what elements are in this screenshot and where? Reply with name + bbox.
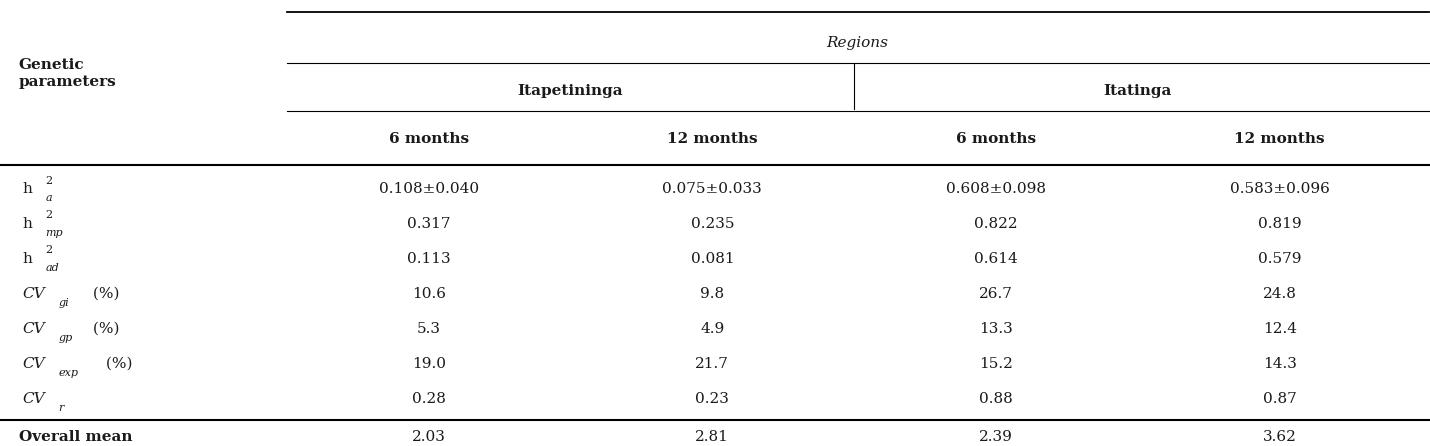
Text: 26.7: 26.7 bbox=[980, 287, 1012, 301]
Text: (%): (%) bbox=[102, 357, 133, 371]
Text: 2: 2 bbox=[46, 245, 53, 256]
Text: 9.8: 9.8 bbox=[701, 287, 725, 301]
Text: h: h bbox=[23, 252, 33, 266]
Text: 10.6: 10.6 bbox=[412, 287, 446, 301]
Text: CV: CV bbox=[23, 392, 46, 406]
Text: 0.822: 0.822 bbox=[974, 217, 1018, 231]
Text: 24.8: 24.8 bbox=[1263, 287, 1297, 301]
Text: (%): (%) bbox=[89, 287, 120, 301]
Text: 2: 2 bbox=[46, 176, 53, 186]
Text: 0.075±0.033: 0.075±0.033 bbox=[662, 182, 762, 196]
Text: 0.317: 0.317 bbox=[408, 217, 450, 231]
Text: 0.614: 0.614 bbox=[974, 252, 1018, 266]
Text: 0.608±0.098: 0.608±0.098 bbox=[947, 182, 1045, 196]
Text: 12 months: 12 months bbox=[666, 132, 758, 146]
Text: gp: gp bbox=[59, 333, 73, 343]
Text: CV: CV bbox=[23, 322, 46, 336]
Text: 0.23: 0.23 bbox=[695, 392, 729, 406]
Text: Itatinga: Itatinga bbox=[1104, 84, 1173, 98]
Text: 0.113: 0.113 bbox=[408, 252, 450, 266]
Text: Itapetininga: Itapetininga bbox=[518, 84, 623, 98]
Text: 6 months: 6 months bbox=[955, 132, 1037, 146]
Text: (%): (%) bbox=[89, 322, 120, 336]
Text: CV: CV bbox=[23, 287, 46, 301]
Text: exp: exp bbox=[59, 368, 79, 378]
Text: 0.28: 0.28 bbox=[412, 392, 446, 406]
Text: r: r bbox=[59, 403, 64, 413]
Text: 4.9: 4.9 bbox=[701, 322, 725, 336]
Text: 0.87: 0.87 bbox=[1263, 392, 1297, 406]
Text: 2.39: 2.39 bbox=[980, 430, 1012, 444]
Text: Overall mean: Overall mean bbox=[19, 430, 132, 444]
Text: 0.235: 0.235 bbox=[691, 217, 734, 231]
Text: 0.583±0.096: 0.583±0.096 bbox=[1230, 182, 1330, 196]
Text: CV: CV bbox=[23, 357, 46, 371]
Text: a: a bbox=[46, 193, 53, 203]
Text: 14.3: 14.3 bbox=[1263, 357, 1297, 371]
Text: h: h bbox=[23, 217, 33, 231]
Text: 2.03: 2.03 bbox=[412, 430, 446, 444]
Text: 12.4: 12.4 bbox=[1263, 322, 1297, 336]
Text: mp: mp bbox=[46, 228, 63, 238]
Text: 21.7: 21.7 bbox=[695, 357, 729, 371]
Text: 0.081: 0.081 bbox=[691, 252, 734, 266]
Text: 0.579: 0.579 bbox=[1258, 252, 1301, 266]
Text: 15.2: 15.2 bbox=[980, 357, 1012, 371]
Text: Regions: Regions bbox=[827, 36, 888, 50]
Text: ad: ad bbox=[46, 263, 60, 273]
Text: 12 months: 12 months bbox=[1234, 132, 1326, 146]
Text: gi: gi bbox=[59, 298, 69, 308]
Text: 0.819: 0.819 bbox=[1258, 217, 1301, 231]
Text: Genetic
parameters: Genetic parameters bbox=[19, 58, 116, 89]
Text: 13.3: 13.3 bbox=[980, 322, 1012, 336]
Text: 6 months: 6 months bbox=[389, 132, 469, 146]
Text: 2: 2 bbox=[46, 211, 53, 220]
Text: 2.81: 2.81 bbox=[695, 430, 729, 444]
Text: 0.88: 0.88 bbox=[980, 392, 1012, 406]
Text: 19.0: 19.0 bbox=[412, 357, 446, 371]
Text: 0.108±0.040: 0.108±0.040 bbox=[379, 182, 479, 196]
Text: h: h bbox=[23, 182, 33, 196]
Text: 3.62: 3.62 bbox=[1263, 430, 1297, 444]
Text: 5.3: 5.3 bbox=[416, 322, 440, 336]
